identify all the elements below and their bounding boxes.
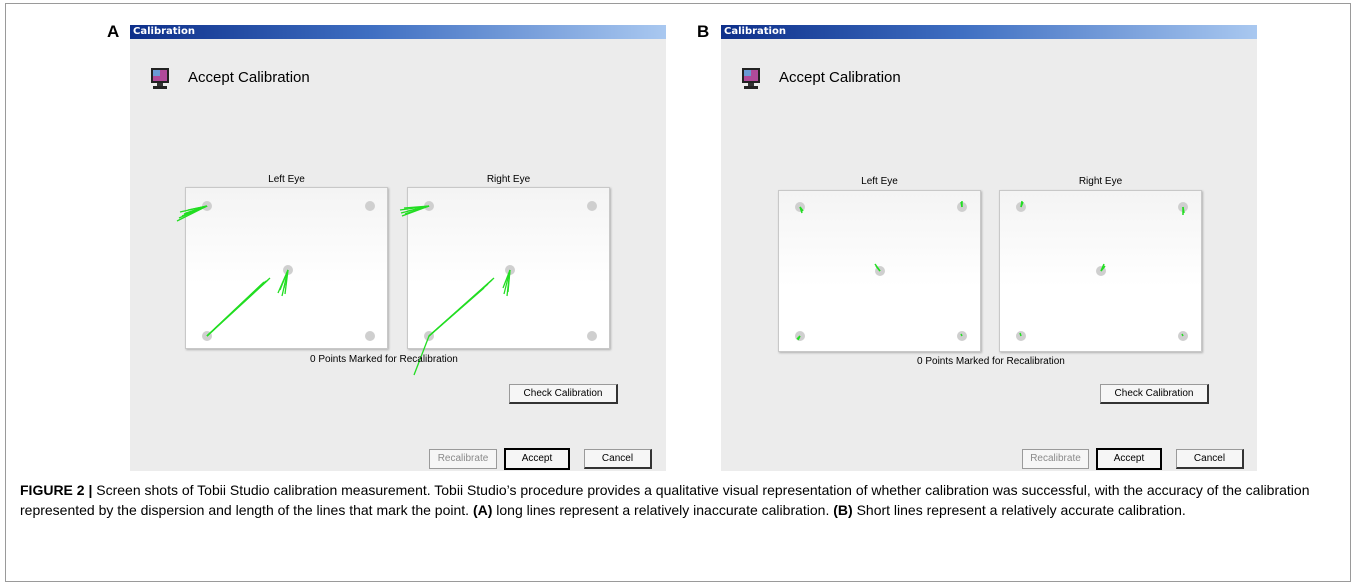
- calibration-point: [365, 331, 375, 341]
- recalibrate-button[interactable]: Recalibrate: [1022, 449, 1089, 469]
- left-eye-plot[interactable]: [176, 187, 388, 349]
- check-calibration-button[interactable]: Check Calibration: [509, 384, 618, 404]
- recalibrate-button[interactable]: Recalibrate: [429, 449, 497, 469]
- panel-letter-b: B: [697, 22, 710, 41]
- right-eye-label: Right Eye: [486, 174, 531, 185]
- figure-frame: [5, 3, 1351, 582]
- check-calibration-button[interactable]: Check Calibration: [1100, 384, 1209, 404]
- calibration-point: [365, 201, 375, 211]
- left-eye-plot[interactable]: [778, 190, 981, 352]
- right-eye-label: Right Eye: [1078, 176, 1123, 187]
- left-eye-label: Left Eye: [861, 176, 898, 187]
- accept-calibration-heading: Accept Calibration: [779, 69, 901, 86]
- points-marked-text: 0 Points Marked for Recalibration: [917, 356, 1065, 367]
- gaze-lines: [796, 201, 963, 341]
- right-eye-plot[interactable]: [399, 187, 610, 376]
- cancel-button[interactable]: Cancel: [1176, 449, 1244, 469]
- calibration-point: [587, 201, 597, 211]
- monitor-icon: [741, 67, 761, 91]
- figure-caption: FIGURE 2 | Screen shots of Tobii Studio …: [20, 480, 1340, 520]
- caption-label: FIGURE 2 |: [20, 482, 93, 498]
- calibration-point: [587, 331, 597, 341]
- accept-button[interactable]: Accept: [1096, 448, 1162, 470]
- cancel-button[interactable]: Cancel: [584, 449, 652, 469]
- panel-letter-a: A: [107, 22, 120, 41]
- left-eye-label: Left Eye: [268, 174, 305, 185]
- points-marked-text: 0 Points Marked for Recalibration: [310, 354, 458, 365]
- calibration-window-a: Calibration Accept Calibration Left Eye …: [130, 25, 666, 471]
- accept-button[interactable]: Accept: [504, 448, 570, 470]
- calibration-window-b: Calibration Accept Calibration Left Eye …: [721, 25, 1257, 471]
- caption-b-text: Short lines represent a relatively accur…: [852, 502, 1186, 518]
- accept-calibration-heading: Accept Calibration: [188, 69, 310, 86]
- caption-text: Screen shots of Tobii Studio calibration…: [20, 482, 1310, 518]
- gaze-lines: [176, 205, 289, 337]
- window-title-bar: Calibration: [130, 25, 666, 39]
- caption-a-label: (A): [472, 502, 493, 518]
- gaze-lines: [399, 205, 511, 376]
- gaze-lines: [1019, 200, 1185, 337]
- right-eye-plot[interactable]: [999, 190, 1202, 352]
- caption-b-label: (B): [833, 502, 853, 518]
- window-title-bar: Calibration: [721, 25, 1257, 39]
- monitor-icon: [150, 67, 170, 91]
- caption-a-text: long lines represent a relatively inaccu…: [492, 502, 834, 518]
